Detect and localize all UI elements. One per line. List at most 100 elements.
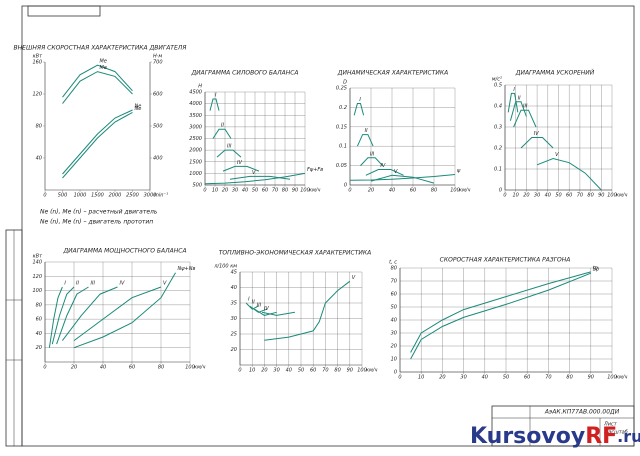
x-tick-label: 500 [58, 193, 68, 199]
y-tick-label: 20 [391, 344, 397, 350]
y-tick-label: 120 [32, 274, 42, 280]
x-tick-label: 40 [545, 193, 551, 199]
series-line [62, 71, 133, 104]
series-line [349, 174, 456, 181]
y2-tick-label: 500 [153, 124, 163, 130]
x-tick-label: 100 [450, 188, 460, 194]
y2-tick-label: 700 [153, 60, 163, 66]
x-tick-label: 90 [347, 368, 353, 374]
x-tick-label: 20 [261, 368, 267, 374]
y-tick-label: 0.5 [494, 83, 502, 89]
x-tick-label: 100 [607, 193, 617, 199]
series-line [520, 137, 554, 149]
series-line [410, 272, 591, 360]
x-tick-label: 0 [348, 188, 351, 194]
series-label: Ne [135, 104, 142, 110]
series-line [56, 286, 89, 345]
chart: ВНЕШНЯЯ СКОРОСТНАЯ ХАРАКТЕРИСТИКА ДВИГАТ… [14, 45, 187, 226]
series-line [216, 149, 242, 158]
x-tick-label: 60 [410, 188, 416, 194]
chart: ТОПЛИВНО-ЭКОНОМИЧЕСКАЯ ХАРАКТЕРИСТИКА 20 2… [213, 250, 377, 374]
series-line [513, 109, 537, 128]
y-axis-label: кВт [33, 54, 43, 60]
y-tick-label: 0.1 [494, 167, 502, 173]
x-tick-label: 100 [607, 375, 617, 381]
x-tick-label: 0 [238, 368, 241, 374]
y-tick-label: 1500 [189, 159, 202, 165]
series-label: V [555, 152, 559, 158]
x-axis-label: км/ч [459, 188, 470, 194]
x-tick-label: 30 [273, 368, 279, 374]
y-tick-label: 0.15 [336, 124, 347, 130]
x-tick-label: 80 [158, 365, 164, 371]
y-tick-label: 500 [192, 183, 202, 189]
y2-tick-label: 400 [153, 156, 163, 162]
x-axis-label: км/ч [194, 365, 205, 371]
watermark: KursovoyRF.ru [470, 424, 640, 449]
x-tick-label: 100 [300, 188, 310, 194]
series-label: V [163, 281, 167, 287]
series-line [353, 103, 365, 116]
series-line [62, 286, 118, 341]
y-tick-label: 40 [231, 285, 237, 291]
series-label: IV [264, 306, 269, 312]
x-tick-label: 80 [587, 193, 593, 199]
x-tick-label: 40 [242, 188, 248, 194]
series-line [249, 305, 267, 313]
series-line [73, 272, 176, 349]
y-tick-label: 60 [36, 317, 42, 323]
y-tick-label: 70 [391, 279, 397, 285]
chart: ДИАГРАММА УСКОРЕНИЙ 0 0.1 0.2 0.3 0.4 0.5 0 10 20… [492, 70, 628, 199]
x-tick-label: 0 [43, 193, 46, 199]
series-line [51, 286, 75, 345]
x-tick-label: 30 [460, 375, 466, 381]
y-tick-label: 40 [36, 331, 42, 337]
series-line [410, 271, 591, 353]
y-tick-label: 80 [36, 124, 42, 130]
x-tick-label: 80 [566, 375, 572, 381]
drawing-code: АэАК.КП77АВ.000.00ДИ [544, 409, 620, 416]
y2-axis-label: Н·м [153, 54, 162, 60]
x-tick-label: 60 [310, 368, 316, 374]
y-tick-label: 40 [391, 318, 397, 324]
sheet-frame [21, 5, 635, 447]
x-tick-label: 1500 [91, 193, 104, 199]
x-tick-label: 1000 [74, 193, 87, 199]
x-tick-label: 0 [398, 375, 401, 381]
y-tick-label: 0.1 [339, 144, 347, 150]
y-tick-label: 4500 [189, 90, 202, 96]
y-tick-label: 0.05 [336, 163, 347, 169]
series-line [73, 286, 162, 342]
x-tick-label: 50 [503, 375, 509, 381]
series-line [222, 165, 260, 172]
x-tick-label: 10 [513, 193, 519, 199]
x-tick-label: 10 [249, 368, 255, 374]
chart: СКОРОСТНАЯ ХАРАКТЕРИСТИКА РАЗГОНА 0 10 20 30… [389, 257, 627, 381]
y-tick-label: 35 [231, 301, 237, 307]
x-tick-label: 20 [222, 188, 228, 194]
y-tick-label: 50 [391, 305, 397, 311]
y-tick-label: 30 [391, 331, 397, 337]
series-label: III [91, 281, 96, 287]
y2-tick-label: 600 [153, 92, 163, 98]
series-line [356, 134, 374, 147]
series-label: ψ [457, 168, 461, 174]
chart: ДИАГРАММА СИЛОВОГО БАЛАНСА50010001500200… [189, 70, 323, 194]
x-tick-label: 50 [252, 188, 258, 194]
y-tick-label: 0.2 [494, 146, 502, 152]
y-tick-label: 3500 [189, 113, 202, 119]
scale-label: Масштаб [604, 430, 628, 436]
x-tick-label: 20 [439, 375, 445, 381]
series-line [254, 308, 277, 316]
y-tick-label: 40 [36, 156, 42, 162]
series-label: Fψ+Fв [307, 167, 323, 173]
x-tick-label: 40 [482, 375, 488, 381]
x-tick-label: 80 [431, 188, 437, 194]
x-tick-label: 0 [203, 188, 206, 194]
series-label: IV [237, 160, 242, 166]
chart-title: ДИАГРАММА СИЛОВОГО БАЛАНСА [190, 70, 298, 77]
series-line [62, 64, 133, 98]
series-label: Nψ+Nв [178, 266, 196, 272]
title-block: АэАК.КП77АВ.000.00ДИ Лист Масштаб [491, 405, 635, 447]
series-label: III [370, 151, 375, 157]
